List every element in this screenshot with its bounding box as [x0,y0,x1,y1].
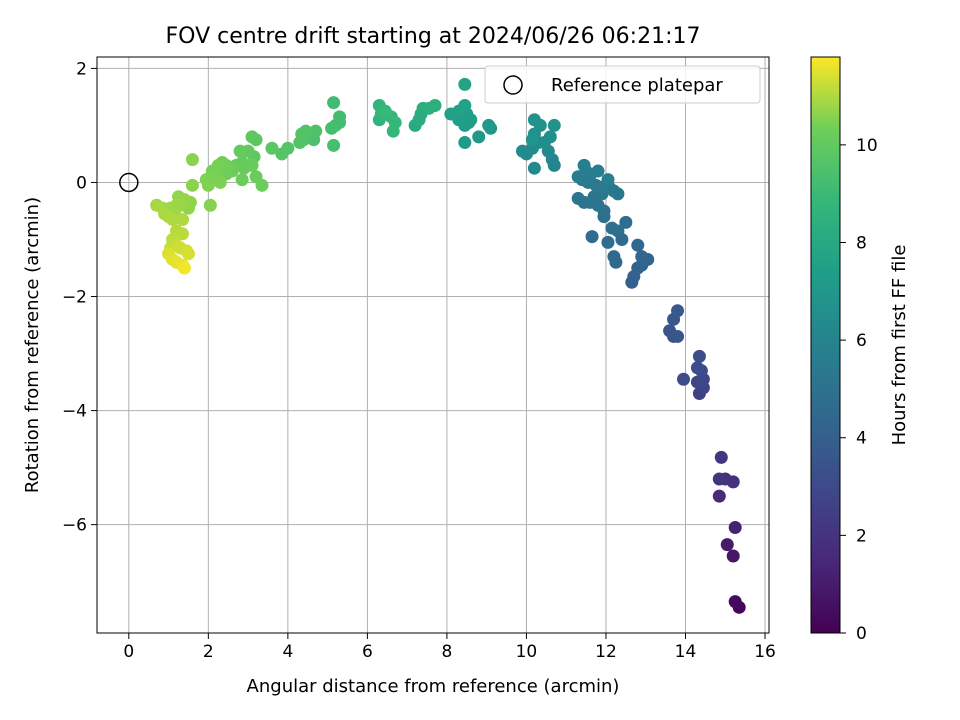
legend-box [484,65,761,104]
data-point [543,130,557,144]
data-point [166,213,180,227]
data-point [233,144,247,158]
data-point [607,250,621,264]
data-point [677,372,691,386]
data-point [185,153,199,167]
colorbar-tick-label: 0 [856,624,867,644]
data-point [601,173,615,187]
x-tick-label: 16 [754,642,776,662]
data-point [309,124,323,138]
y-tick-label: 2 [76,59,87,79]
y-tick-label: −4 [62,402,87,422]
data-point [527,161,541,175]
data-point [720,538,734,552]
data-point [712,472,726,486]
data-point [585,230,599,244]
data-point [591,164,605,178]
scatter-points [150,77,746,614]
data-point [577,158,591,172]
y-tick-label: −2 [62,288,87,308]
plot-frame [96,56,770,634]
chart-title: FOV centre drift starting at 2024/06/26 … [166,24,701,49]
data-point [515,144,529,158]
grid-lines [97,57,769,633]
data-point [728,595,742,609]
x-tick-label: 12 [595,642,617,662]
data-point [712,489,726,503]
data-point [671,329,685,343]
colorbar-ticks: 0 2 4 6 8 10 [840,136,878,644]
data-point [235,173,249,187]
y-tick-label: 0 [76,173,87,193]
data-point [327,138,341,152]
data-point [327,96,341,110]
x-tick-label: 0 [123,642,134,662]
data-point [547,118,561,132]
data-point [293,136,307,150]
x-tick-label: 6 [362,642,373,662]
data-point [175,213,189,227]
data-point [714,450,728,464]
colorbar-tick-label: 6 [856,331,867,351]
data-point [472,130,486,144]
data-point [181,247,195,261]
data-point [458,77,472,91]
data-point [692,349,706,363]
data-point [255,178,269,192]
data-point [458,136,472,150]
data-point [464,113,478,127]
x-tick-label: 4 [282,642,293,662]
data-point [671,304,685,318]
data-point [525,133,539,147]
data-point [388,116,402,130]
data-point [527,113,541,127]
data-point [601,235,615,249]
data-point [458,98,472,112]
legend-label: Reference platepar [551,75,723,96]
colorbar-tick-label: 10 [856,136,878,156]
x-tick-label: 8 [442,642,453,662]
x-tick-label: 2 [203,642,214,662]
colorbar-label: Hours from first FF file [889,245,910,446]
data-point [177,261,191,275]
data-point [265,141,279,155]
y-tick-label: −6 [62,516,87,536]
data-point [175,227,189,241]
data-point [635,250,649,264]
data-point [150,198,164,212]
colorbar-tick-label: 4 [856,429,867,449]
data-point [378,104,392,118]
colorbar [810,56,841,634]
data-point [213,175,227,189]
data-point [245,130,259,144]
data-point [631,238,645,252]
colorbar-tick-label: 2 [856,526,867,546]
data-point [203,198,217,212]
data-point [185,178,199,192]
legend-marker-icon [503,75,523,95]
data-point [571,191,585,205]
data-point [245,158,259,172]
reference-platepar-marker [119,172,139,193]
x-tick-label: 14 [675,642,697,662]
data-point [201,178,215,192]
y-axis-label: Rotation from reference (arcmin) [22,197,43,493]
data-point [619,215,633,229]
data-point [422,101,436,115]
data-point [482,118,496,132]
data-point [728,520,742,534]
colorbar-tick-label: 8 [856,233,867,253]
data-point [611,224,625,238]
x-tick-label: 10 [516,642,538,662]
data-point [275,147,289,161]
data-point [299,124,313,138]
x-axis-label: Angular distance from reference (arcmin) [247,676,620,697]
data-point [690,361,704,375]
data-point [726,549,740,563]
axis-ticks: 0 2 4 6 8 10 12 14 16 2 0 −2 −4 −6 [62,59,776,662]
legend: Reference platepar [484,65,761,104]
data-point [325,121,339,135]
